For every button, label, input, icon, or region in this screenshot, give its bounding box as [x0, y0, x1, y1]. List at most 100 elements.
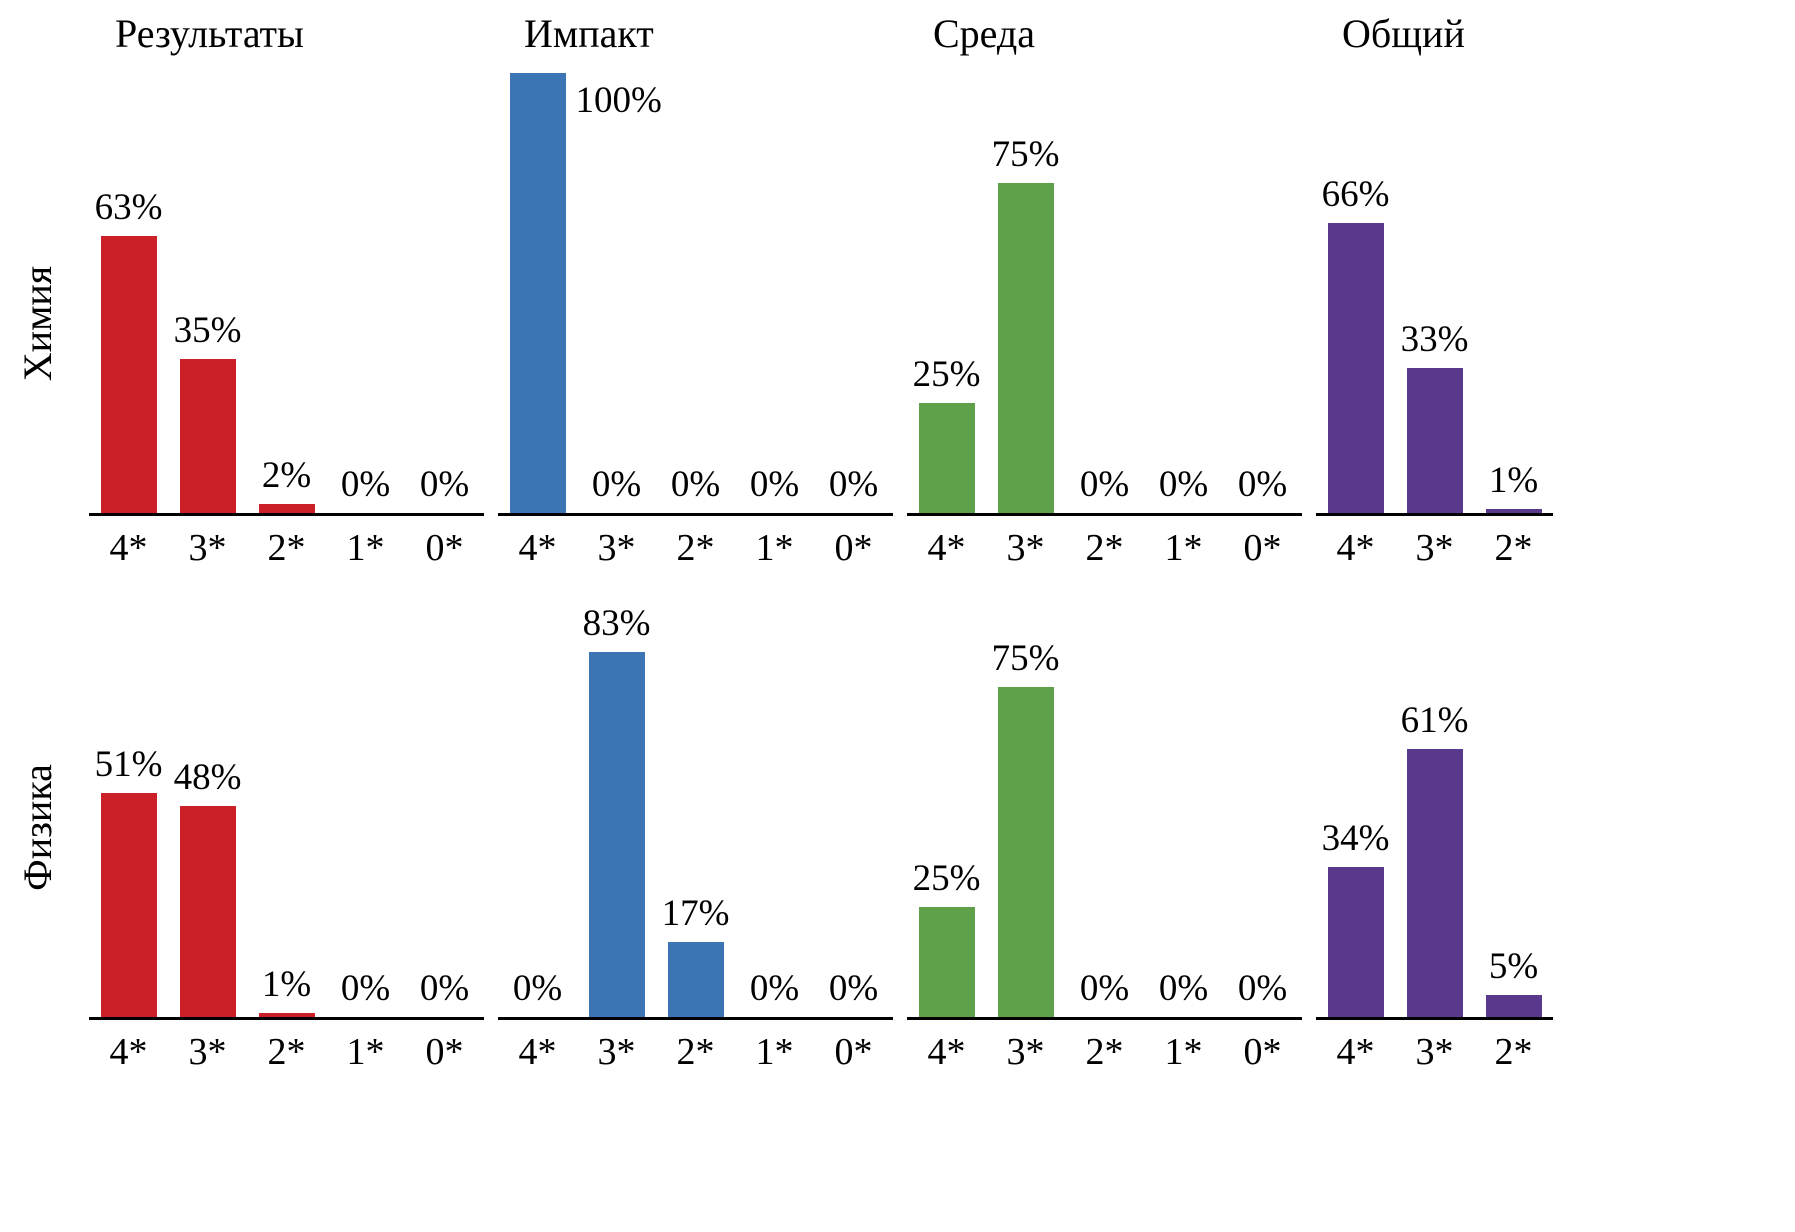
value-label-0*: 0% — [419, 464, 470, 505]
tick-label-2*: 2* — [1085, 527, 1124, 569]
tick-label-3*: 3* — [597, 1031, 636, 1073]
tick-label-1*: 1* — [346, 1031, 385, 1073]
value-label-1*: 0% — [749, 464, 800, 505]
bar-2* — [258, 1013, 315, 1017]
tick-label-4*: 4* — [927, 527, 966, 569]
tick-label-0*: 0* — [834, 527, 873, 569]
value-label-4*: 34% — [1321, 818, 1390, 859]
bar-4* — [100, 236, 157, 513]
plot-area: 51% 48% 1% 0% 0% — [89, 580, 484, 1020]
tick-label-4*: 4* — [927, 1031, 966, 1073]
bar-3* — [588, 652, 645, 1017]
tick-label-3*: 3* — [1006, 1031, 1045, 1073]
tick-label-0*: 0* — [425, 527, 464, 569]
tick-label-4*: 4* — [109, 1031, 148, 1073]
value-label-1*: 0% — [340, 464, 391, 505]
column-title-3: Среда — [933, 11, 1036, 56]
tick-label-1*: 1* — [1164, 527, 1203, 569]
tick-label-3*: 3* — [1415, 1031, 1454, 1073]
value-label-2*: 17% — [661, 893, 730, 934]
subplot-Физика-Общий: 34% 61% 5% 4* 3* 2* — [1316, 580, 1553, 1074]
row-label-cell: Химия — [0, 76, 75, 570]
plot-area: 63% 35% 2% 0% 0% — [89, 76, 484, 516]
bar-4* — [1327, 867, 1384, 1017]
value-label-2*: 5% — [1488, 946, 1539, 987]
row-label: Физика — [15, 763, 61, 891]
tick-label-4*: 4* — [109, 527, 148, 569]
tick-label-0*: 0* — [1243, 1031, 1282, 1073]
tick-label-4*: 4* — [518, 1031, 557, 1073]
x-axis-ticks: 4* 3* 2* — [1316, 1020, 1553, 1074]
bar-4* — [918, 403, 975, 513]
value-label-3*: 35% — [173, 310, 242, 351]
subplot-Химия-Импакт: 100% 0% 0% 0% 0% 4* 3* 2* 1* 0* — [498, 73, 893, 570]
plot-area: 66% 33% 1% — [1316, 76, 1553, 516]
value-label-1*: 0% — [1158, 968, 1209, 1009]
chart-row-1: Химия 63% 35% 2% 0% 0% 4* 3* 2* 1* 0* 100% 0% 0% 0% 0% 4… — [0, 73, 1795, 570]
value-label-4*: 66% — [1321, 174, 1390, 215]
value-label-1*: 0% — [340, 968, 391, 1009]
tick-label-4*: 4* — [1336, 1031, 1375, 1073]
tick-label-1*: 1* — [1164, 1031, 1203, 1073]
value-label-4*: 25% — [912, 354, 981, 395]
column-titles-row: Результаты Импакт Среда Общий — [89, 12, 1795, 76]
tick-label-3*: 3* — [597, 527, 636, 569]
value-label-2*: 0% — [670, 464, 721, 505]
tick-label-2*: 2* — [267, 1031, 306, 1073]
value-label-1*: 0% — [1158, 464, 1209, 505]
row-label: Химия — [15, 265, 61, 381]
value-label-3*: 75% — [991, 638, 1060, 679]
plot-area: 100% 0% 0% 0% 0% — [498, 73, 893, 516]
value-label-2*: 1% — [261, 964, 312, 1005]
x-axis-ticks: 4* 3* 2* 1* 0* — [907, 1020, 1302, 1074]
value-label-0*: 0% — [828, 464, 879, 505]
row-label-cell: Физика — [0, 580, 75, 1074]
subplot-Физика-Импакт: 0% 83% 17% 0% 0% 4* 3* 2* 1* 0* — [498, 580, 893, 1074]
tick-label-1*: 1* — [755, 1031, 794, 1073]
tick-label-2*: 2* — [1494, 527, 1533, 569]
bar-3* — [179, 806, 236, 1017]
value-label-4*: 100% — [575, 80, 662, 121]
tick-label-4*: 4* — [518, 527, 557, 569]
tick-label-3*: 3* — [1415, 527, 1454, 569]
tick-label-3*: 3* — [188, 527, 227, 569]
subplot-Химия-Общий: 66% 33% 1% 4* 3* 2* — [1316, 76, 1553, 570]
plot-area: 25% 75% 0% 0% 0% — [907, 76, 1302, 516]
tick-label-2*: 2* — [676, 1031, 715, 1073]
tick-label-4*: 4* — [1336, 527, 1375, 569]
bar-2* — [1485, 995, 1542, 1017]
tick-label-2*: 2* — [1085, 1031, 1124, 1073]
x-axis-ticks: 4* 3* 2* 1* 0* — [498, 1020, 893, 1074]
subplot-Химия-Результаты: 63% 35% 2% 0% 0% 4* 3* 2* 1* 0* — [89, 76, 484, 570]
value-label-0*: 0% — [419, 968, 470, 1009]
subplot-Химия-Среда: 25% 75% 0% 0% 0% 4* 3* 2* 1* 0* — [907, 76, 1302, 570]
x-axis-ticks: 4* 3* 2* 1* 0* — [89, 1020, 484, 1074]
value-label-4*: 0% — [512, 968, 563, 1009]
bar-4* — [1327, 223, 1384, 513]
tick-label-0*: 0* — [1243, 527, 1282, 569]
x-axis-ticks: 4* 3* 2* 1* 0* — [498, 516, 893, 570]
bar-3* — [997, 183, 1054, 513]
value-label-3*: 48% — [173, 757, 242, 798]
tick-label-0*: 0* — [834, 1031, 873, 1073]
tick-label-1*: 1* — [346, 527, 385, 569]
value-label-2*: 1% — [1488, 460, 1539, 501]
tick-label-2*: 2* — [267, 527, 306, 569]
bar-3* — [179, 359, 236, 513]
tick-label-0*: 0* — [425, 1031, 464, 1073]
bar-2* — [667, 942, 724, 1017]
bar-3* — [1406, 749, 1463, 1017]
plot-area: 25% 75% 0% 0% 0% — [907, 580, 1302, 1020]
value-label-3*: 75% — [991, 134, 1060, 175]
value-label-0*: 0% — [828, 968, 879, 1009]
tick-label-1*: 1* — [755, 527, 794, 569]
value-label-2*: 2% — [261, 455, 312, 496]
column-title-4: Общий — [1342, 11, 1465, 56]
value-label-0*: 0% — [1237, 464, 1288, 505]
value-label-4*: 51% — [94, 744, 163, 785]
tick-label-3*: 3* — [1006, 527, 1045, 569]
chart-row-2: Физика 51% 48% 1% 0% 0% 4* 3* 2* 1* 0* 0% 83% 17% 0% 0%… — [0, 580, 1795, 1074]
value-label-3*: 83% — [582, 603, 651, 644]
column-title-1: Результаты — [115, 11, 304, 56]
